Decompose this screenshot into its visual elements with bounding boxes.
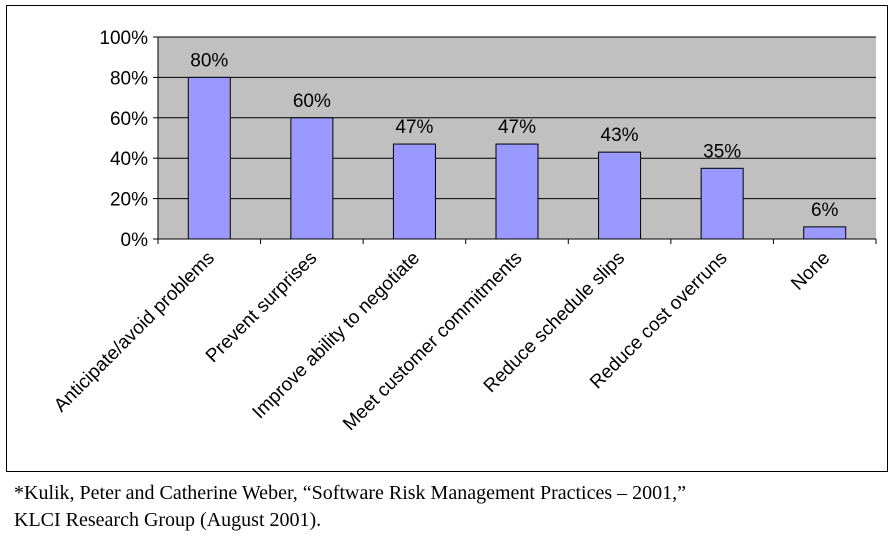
category-label: Anticipate/avoid problems [50,248,219,417]
data-label: 47% [498,117,536,138]
data-label: 60% [293,91,331,112]
bar [598,151,642,240]
bar [495,143,539,240]
category-label: Meet customer commitments [339,248,526,435]
footnote-line-2: KLCI Research Group (August 2001). [14,509,322,531]
data-label: 43% [601,125,639,146]
data-label: 35% [703,141,741,162]
bar [392,143,436,240]
data-label: 6% [811,200,839,221]
category-label: Prevent surprises [202,248,321,367]
y-tick-label: 0% [121,230,149,251]
y-tick-label: 20% [110,190,148,211]
y-tick-label: 60% [110,109,148,130]
footnote: *Kulik, Peter and Catherine Weber, “Soft… [14,480,686,534]
chart-frame: 0% 20% 40% 60% 80% 100% 80% Anticipate/avoid pr… [6,5,888,472]
y-tick-label: 40% [110,149,148,170]
category-label: Improve ability to negotiate [249,248,424,423]
category-label: None [787,248,834,295]
y-tick-label: 100% [99,28,148,49]
footnote-line-1: *Kulik, Peter and Catherine Weber, “Soft… [14,482,687,504]
bar [803,226,847,240]
bar [700,167,744,240]
bar [187,76,231,240]
y-tick-label: 80% [110,68,148,89]
bar-chart: 0% 20% 40% 60% 80% 100% 80% Anticipate/avoid pr… [50,28,877,435]
data-label: 47% [395,117,433,138]
data-label: 80% [190,50,228,71]
bar [290,117,334,240]
